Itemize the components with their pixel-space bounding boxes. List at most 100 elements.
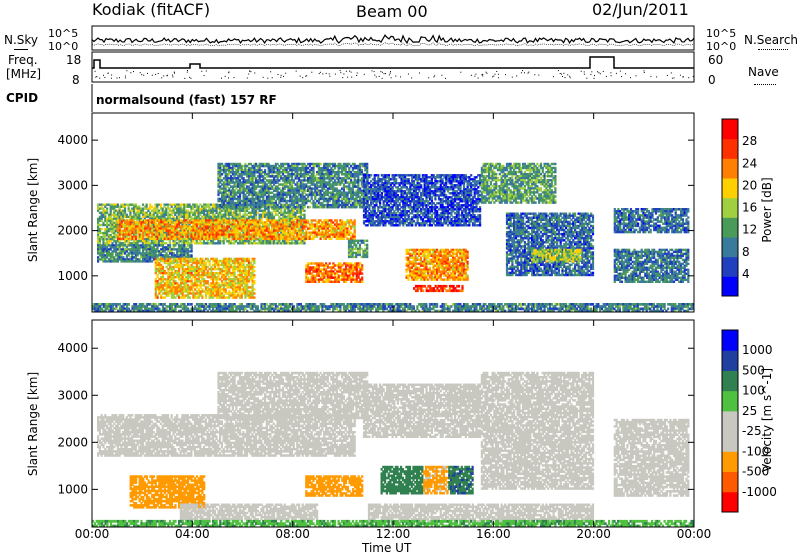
nave-point — [184, 78, 185, 79]
power-cell — [286, 221, 288, 223]
power-cell — [243, 264, 245, 266]
power-cell — [354, 234, 356, 236]
nave-point — [319, 73, 320, 74]
nave-point — [683, 76, 684, 77]
nave-point — [680, 75, 681, 76]
power-cell — [191, 280, 193, 282]
power-cell — [253, 266, 255, 268]
nave-point — [111, 75, 112, 76]
nave-point — [496, 71, 497, 72]
nave-point — [390, 73, 391, 74]
nave-point — [141, 74, 142, 75]
power-cell — [216, 258, 218, 260]
power-cell — [209, 264, 211, 266]
power-cell — [201, 258, 203, 260]
power-cell — [160, 234, 162, 236]
power-cell — [207, 227, 209, 229]
power-cell — [316, 236, 318, 238]
nave-point — [434, 75, 435, 76]
power-cell — [174, 280, 176, 282]
power-cell — [248, 258, 250, 260]
nave-point — [99, 78, 100, 79]
nave-point — [606, 76, 607, 77]
nave-point — [174, 72, 175, 73]
nave-point — [611, 75, 612, 76]
power-cell — [160, 264, 162, 266]
nave-point — [516, 75, 517, 76]
nave-point — [581, 71, 582, 72]
nave-point — [191, 78, 192, 79]
nave-point — [158, 73, 159, 74]
power-cell — [223, 242, 225, 244]
nave-point — [441, 75, 442, 76]
nave-point — [335, 74, 336, 75]
power-cell — [253, 292, 255, 294]
nave-point — [558, 70, 559, 71]
nave-point — [419, 73, 420, 74]
nave-point — [671, 72, 672, 73]
nave-point — [591, 71, 592, 72]
nave-point — [486, 73, 487, 74]
nave-point — [498, 74, 499, 75]
nave-point — [395, 76, 396, 77]
nave-point — [228, 72, 229, 73]
nave-point — [329, 76, 330, 77]
nave-point — [391, 77, 392, 78]
nave-point — [155, 74, 156, 75]
nave-point — [364, 74, 365, 75]
power-cell — [187, 264, 189, 266]
nave-point — [538, 75, 539, 76]
nave-point — [342, 77, 343, 78]
nave-point — [343, 74, 344, 75]
nave-point — [228, 77, 229, 78]
nave-point — [172, 75, 173, 76]
power-cell — [253, 288, 255, 290]
nave-point — [201, 71, 202, 72]
power-cell — [164, 270, 166, 272]
power-cell — [133, 232, 135, 234]
nave-point — [281, 75, 282, 76]
nave-point — [492, 76, 493, 77]
power-cell — [126, 214, 128, 216]
nave-point — [108, 73, 109, 74]
nave-point — [376, 76, 377, 77]
nave-point — [656, 76, 657, 77]
power-cell — [162, 276, 164, 278]
power-scatter-region — [217, 163, 368, 209]
nave-point — [598, 72, 599, 73]
nave-point — [594, 78, 595, 79]
power-cell — [162, 258, 164, 260]
nave-point — [380, 71, 381, 72]
nave-point — [603, 71, 604, 72]
nave-point — [351, 72, 352, 73]
nave-point — [493, 76, 494, 77]
freq-line — [92, 57, 694, 68]
nave-point — [272, 77, 273, 78]
power-cell — [253, 258, 255, 260]
nave-point — [445, 78, 446, 79]
nave-point — [650, 76, 651, 77]
power-cell — [99, 242, 101, 244]
nave-point — [562, 76, 563, 77]
nave-point — [140, 72, 141, 73]
nave-point — [147, 73, 148, 74]
power-cell — [165, 242, 167, 244]
power-cell — [303, 210, 305, 212]
power-cell — [253, 280, 255, 282]
power-cell — [252, 286, 254, 288]
nave-point — [278, 74, 279, 75]
power-cell — [101, 220, 103, 222]
power-cell — [169, 242, 171, 244]
nave-point — [174, 73, 175, 74]
nave-point — [356, 75, 357, 76]
power-cell — [185, 258, 187, 260]
nave-point — [247, 78, 248, 79]
nave-point — [636, 75, 637, 76]
nave-point — [357, 73, 358, 74]
nave-point — [374, 75, 375, 76]
nave-point — [534, 74, 535, 75]
nave-point — [130, 72, 131, 73]
nave-point — [620, 71, 621, 72]
power-cell — [307, 221, 309, 223]
nave-point — [379, 76, 380, 77]
